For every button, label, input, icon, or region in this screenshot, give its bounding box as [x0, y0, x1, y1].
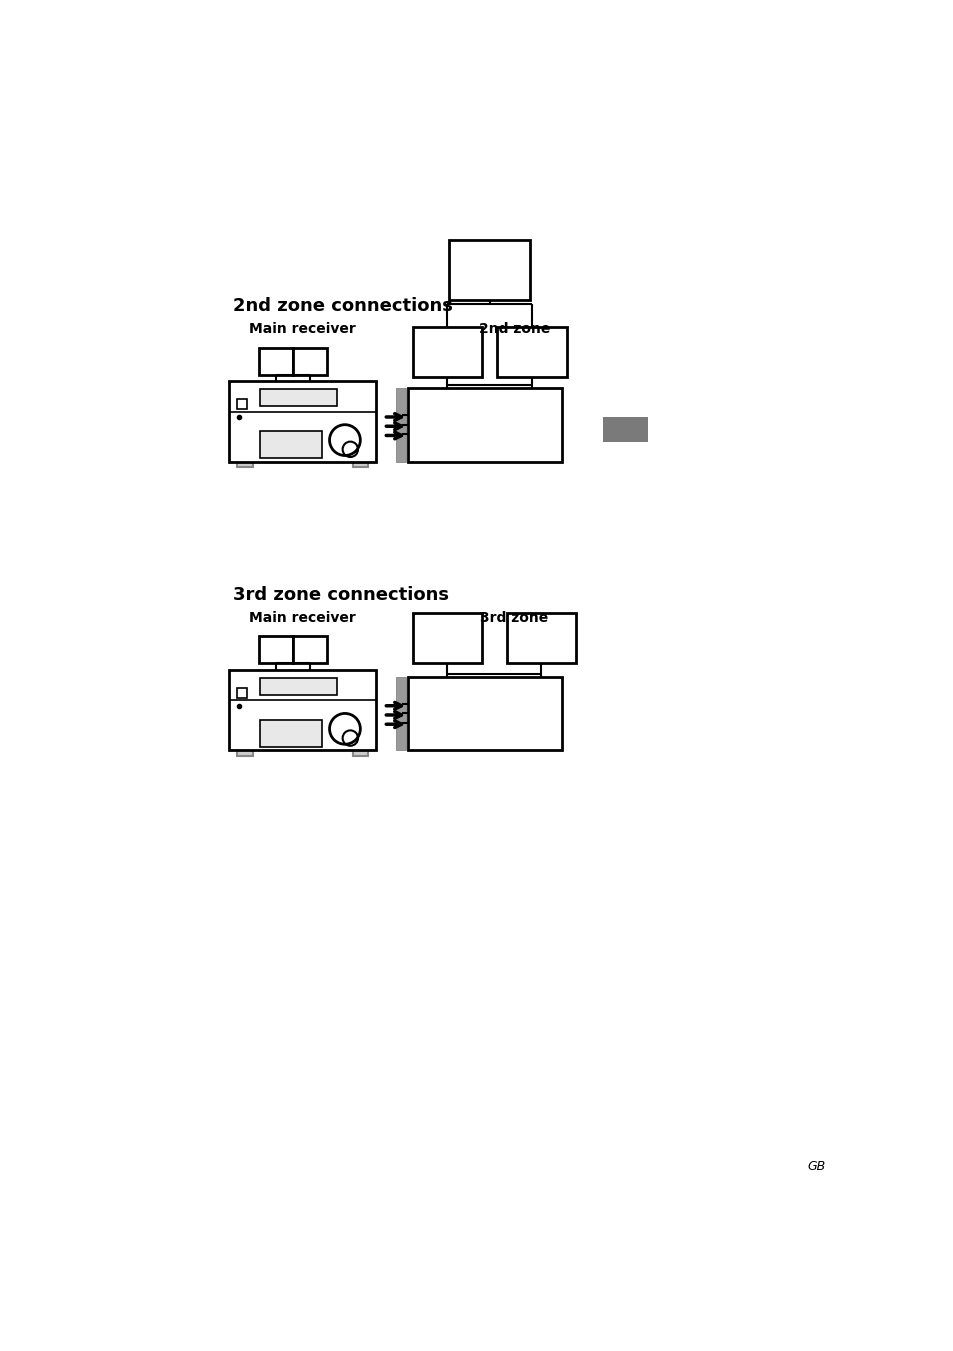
Bar	[237, 400, 247, 409]
Bar	[353, 462, 368, 467]
Bar	[497, 327, 566, 377]
Bar	[293, 636, 327, 663]
Bar	[353, 750, 368, 755]
Bar	[408, 389, 561, 462]
Bar	[258, 347, 293, 374]
Text: 3rd zone: 3rd zone	[479, 611, 548, 626]
Bar	[602, 417, 647, 442]
Bar	[260, 431, 321, 458]
Bar	[260, 389, 336, 407]
Text: Main receiver: Main receiver	[249, 323, 355, 336]
Bar	[237, 750, 253, 755]
Bar	[506, 613, 576, 663]
Bar	[229, 381, 375, 462]
Text: 2nd zone: 2nd zone	[478, 323, 550, 336]
Bar	[237, 462, 253, 467]
Text: Main receiver: Main receiver	[249, 611, 355, 626]
Bar	[408, 677, 561, 750]
Bar	[237, 688, 247, 698]
Bar	[293, 347, 327, 374]
Bar	[449, 240, 530, 300]
Bar	[260, 720, 321, 747]
Text: 2nd zone connections: 2nd zone connections	[233, 297, 453, 315]
Text: 3rd zone connections: 3rd zone connections	[233, 586, 449, 604]
Bar	[413, 327, 481, 377]
Text: GB: GB	[807, 1161, 825, 1173]
Bar	[229, 670, 375, 750]
Bar	[413, 613, 481, 663]
Bar	[258, 636, 293, 663]
Bar	[395, 677, 405, 750]
Bar	[395, 389, 405, 462]
Bar	[260, 678, 336, 694]
